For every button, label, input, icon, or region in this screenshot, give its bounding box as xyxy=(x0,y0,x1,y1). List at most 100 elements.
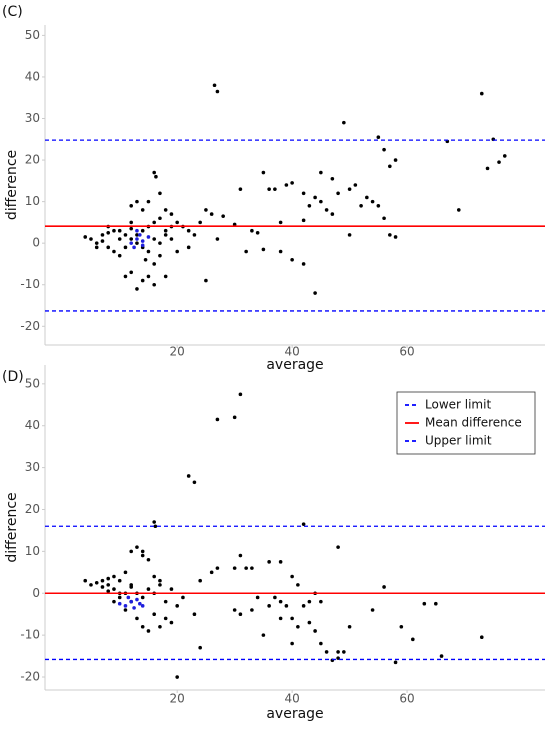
point xyxy=(117,595,122,600)
point xyxy=(112,574,116,579)
point xyxy=(158,253,162,258)
point xyxy=(140,604,145,608)
point xyxy=(319,599,323,604)
point xyxy=(132,606,136,610)
point xyxy=(296,583,300,587)
point xyxy=(261,633,266,637)
y-tick-label: 0 xyxy=(32,586,40,600)
point xyxy=(434,601,438,606)
point xyxy=(393,660,398,665)
point xyxy=(232,566,237,570)
point xyxy=(290,181,294,185)
point xyxy=(94,245,99,250)
point xyxy=(140,549,145,554)
point xyxy=(290,641,294,646)
point xyxy=(301,522,306,526)
point xyxy=(89,583,93,587)
point xyxy=(146,199,151,204)
point xyxy=(129,549,134,554)
y-tick-label: 50 xyxy=(25,376,40,390)
point xyxy=(146,629,151,633)
point xyxy=(129,237,134,241)
point xyxy=(365,195,369,200)
point xyxy=(255,230,260,235)
point xyxy=(284,604,289,608)
point xyxy=(347,187,352,191)
point xyxy=(126,595,131,600)
x-tick-label: 20 xyxy=(170,345,185,359)
point xyxy=(138,601,142,606)
point xyxy=(319,199,323,204)
point xyxy=(273,187,277,191)
point xyxy=(301,604,306,608)
point xyxy=(163,599,168,604)
point xyxy=(307,620,312,625)
point xyxy=(158,216,162,221)
point xyxy=(152,170,156,175)
point xyxy=(83,578,88,583)
point xyxy=(132,245,136,250)
point xyxy=(307,599,312,604)
point xyxy=(129,220,134,225)
point xyxy=(163,274,168,279)
point xyxy=(129,599,134,604)
point xyxy=(267,604,271,608)
panel: (D) -20 -10 0 10 20 30 40 50 20 40 60 average differe… xyxy=(2,365,545,722)
point xyxy=(353,183,358,187)
point xyxy=(100,578,105,583)
point xyxy=(342,120,346,125)
y-tick-label: 10 xyxy=(25,194,40,208)
point xyxy=(198,220,202,225)
point xyxy=(192,480,197,485)
point xyxy=(284,183,289,187)
point xyxy=(140,208,145,212)
point xyxy=(146,274,151,279)
x-tick-label: 60 xyxy=(399,692,414,706)
point xyxy=(129,585,134,589)
point xyxy=(169,587,174,591)
point xyxy=(221,214,225,218)
y-tick-label: 0 xyxy=(32,236,40,250)
point xyxy=(255,595,260,600)
point xyxy=(123,604,128,608)
point xyxy=(290,258,294,262)
point xyxy=(336,545,340,549)
point xyxy=(250,566,254,570)
point xyxy=(238,612,243,616)
point xyxy=(342,650,346,654)
point xyxy=(135,199,139,204)
point xyxy=(456,208,461,212)
y-tick-label: 30 xyxy=(25,460,40,474)
point xyxy=(169,620,174,625)
point xyxy=(238,187,243,191)
point xyxy=(117,253,122,258)
x-tick-label: 40 xyxy=(284,692,299,706)
point xyxy=(135,233,139,237)
point xyxy=(301,218,306,223)
legend-label: Upper limit xyxy=(425,434,492,448)
point xyxy=(319,641,323,646)
point xyxy=(100,233,105,237)
panel: (C) -20 -10 0 10 20 30 40 50 20 40 60 average differe… xyxy=(2,4,545,373)
point xyxy=(129,203,134,208)
panel-label: (C) xyxy=(2,4,23,20)
y-tick-label: 30 xyxy=(25,111,40,125)
point xyxy=(100,585,105,589)
point xyxy=(123,274,128,279)
point xyxy=(163,208,168,212)
y-tick-label: 20 xyxy=(25,153,40,167)
x-tick-label: 20 xyxy=(170,692,185,706)
x-tick-label: 40 xyxy=(284,345,299,359)
point xyxy=(388,233,392,237)
point xyxy=(140,595,145,600)
point xyxy=(388,164,392,169)
point xyxy=(152,282,156,287)
point xyxy=(175,675,179,679)
point xyxy=(215,566,220,570)
point xyxy=(204,208,208,212)
point xyxy=(106,589,111,593)
y-tick-label: 40 xyxy=(25,418,40,432)
point xyxy=(250,608,254,612)
point xyxy=(479,91,484,96)
